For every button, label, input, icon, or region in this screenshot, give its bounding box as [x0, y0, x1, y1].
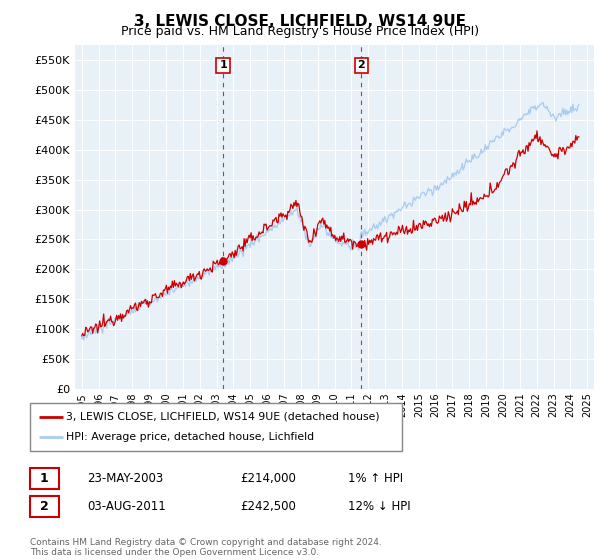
- Text: 1: 1: [40, 472, 49, 486]
- Text: 12% ↓ HPI: 12% ↓ HPI: [348, 500, 410, 514]
- Text: 03-AUG-2011: 03-AUG-2011: [87, 500, 166, 514]
- Text: 3, LEWIS CLOSE, LICHFIELD, WS14 9UE (detached house): 3, LEWIS CLOSE, LICHFIELD, WS14 9UE (det…: [66, 412, 380, 422]
- Text: 3, LEWIS CLOSE, LICHFIELD, WS14 9UE: 3, LEWIS CLOSE, LICHFIELD, WS14 9UE: [134, 14, 466, 29]
- Text: Contains HM Land Registry data © Crown copyright and database right 2024.
This d: Contains HM Land Registry data © Crown c…: [30, 538, 382, 557]
- Text: 1: 1: [219, 60, 227, 71]
- Text: £214,000: £214,000: [240, 472, 296, 486]
- Text: £242,500: £242,500: [240, 500, 296, 514]
- Text: 1% ↑ HPI: 1% ↑ HPI: [348, 472, 403, 486]
- Text: 2: 2: [358, 60, 365, 71]
- Text: 23-MAY-2003: 23-MAY-2003: [87, 472, 163, 486]
- Text: 2: 2: [40, 500, 49, 514]
- Text: HPI: Average price, detached house, Lichfield: HPI: Average price, detached house, Lich…: [66, 432, 314, 442]
- Text: Price paid vs. HM Land Registry's House Price Index (HPI): Price paid vs. HM Land Registry's House …: [121, 25, 479, 38]
